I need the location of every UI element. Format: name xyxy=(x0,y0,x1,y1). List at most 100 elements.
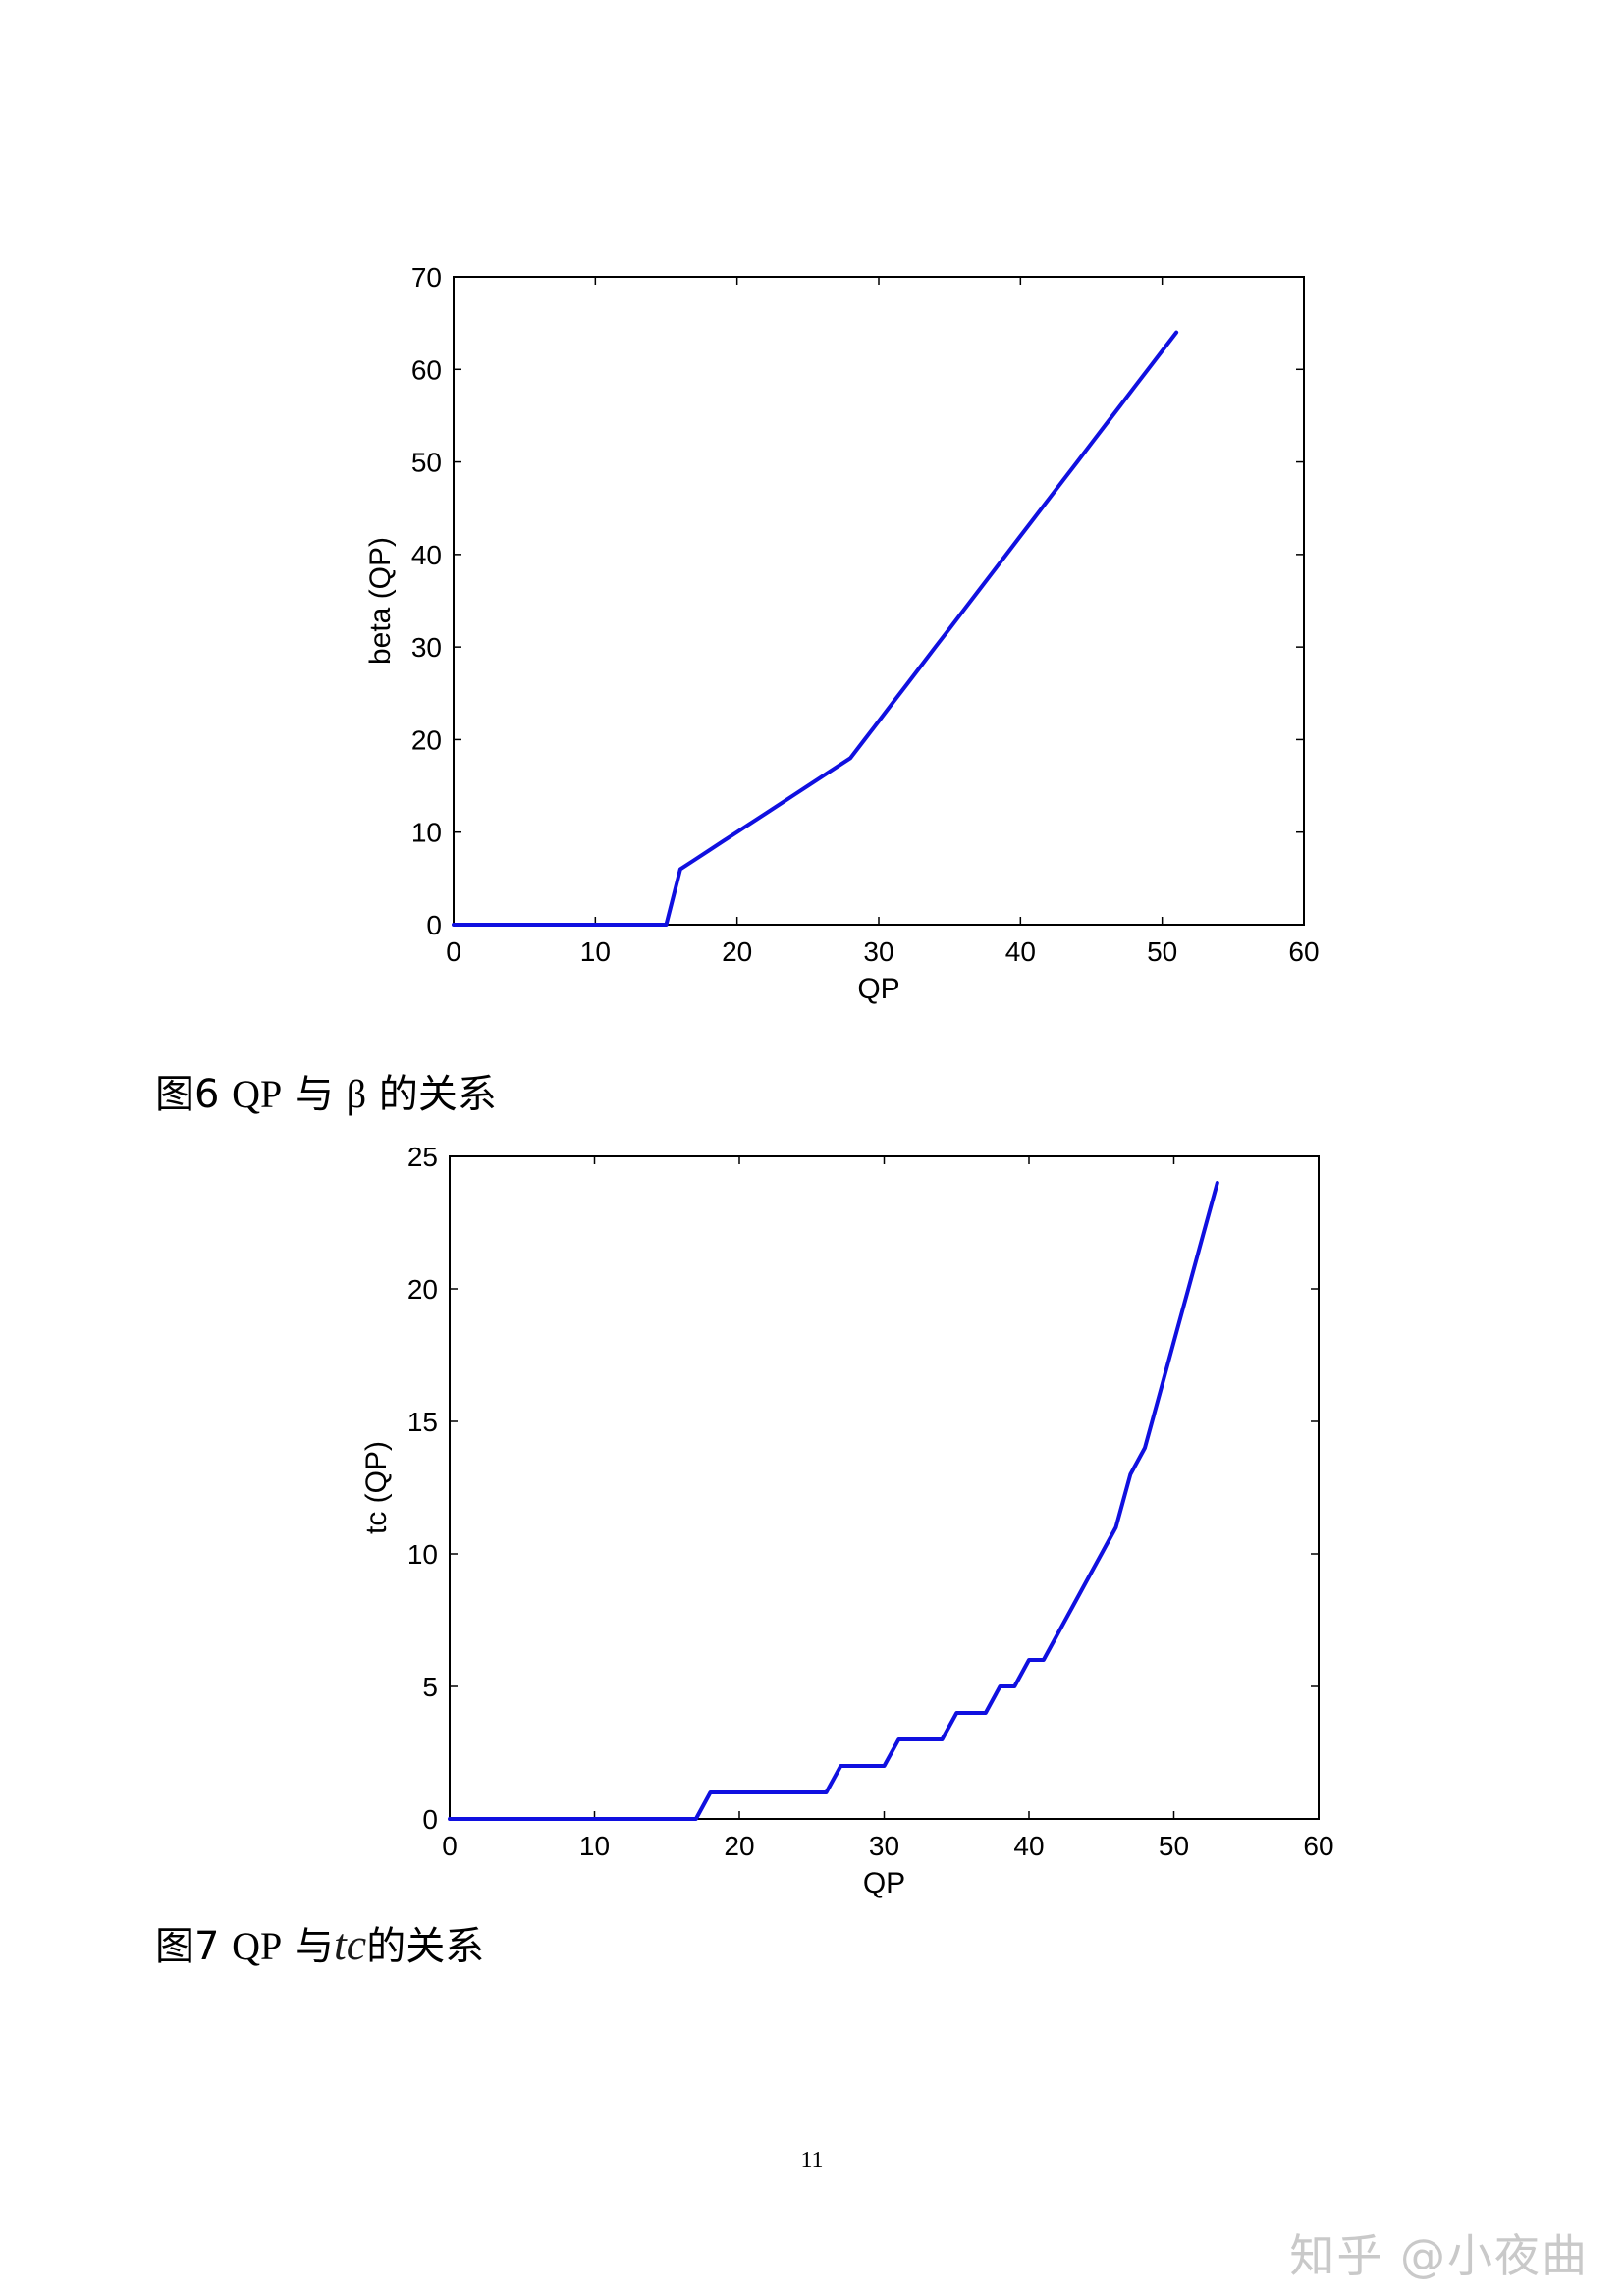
y-tick-label: 70 xyxy=(411,262,442,293)
data-point xyxy=(877,720,881,723)
data-point xyxy=(882,1764,887,1768)
data-point xyxy=(1186,1287,1190,1291)
data-point xyxy=(1158,1393,1162,1397)
caption-beta-symbol: β xyxy=(346,1072,367,1116)
x-tick-label: 10 xyxy=(580,936,611,967)
data-point xyxy=(664,923,669,927)
data-point xyxy=(1075,460,1079,464)
data-point xyxy=(708,1790,713,1794)
x-tick-label: 60 xyxy=(1288,936,1319,967)
y-tick-label: 25 xyxy=(407,1142,438,1172)
x-tick-label: 0 xyxy=(446,936,461,967)
data-point xyxy=(1100,1552,1104,1556)
data-point xyxy=(905,682,909,686)
data-point xyxy=(721,839,725,843)
plot-frame xyxy=(449,1155,1320,1820)
data-point xyxy=(1061,478,1065,482)
data-point xyxy=(1018,534,1022,538)
data-point xyxy=(1128,1472,1132,1476)
caption-mid: 与 xyxy=(282,1072,347,1117)
data-point xyxy=(839,1764,842,1768)
x-tick-label: 20 xyxy=(724,1831,754,1861)
caption-suffix: 的关系 xyxy=(366,1924,485,1969)
series-line xyxy=(452,330,1179,927)
data-point xyxy=(749,821,753,825)
data-point xyxy=(820,774,824,778)
data-point xyxy=(947,626,951,630)
data-point xyxy=(934,645,938,649)
data-point xyxy=(735,830,739,834)
y-tick-label: 20 xyxy=(411,724,442,755)
data-point xyxy=(848,756,852,760)
caption-suffix: 的关系 xyxy=(366,1072,497,1117)
data-point xyxy=(1143,1446,1147,1450)
data-point xyxy=(1089,442,1094,446)
data-point xyxy=(1085,1578,1089,1582)
data-point xyxy=(990,571,995,575)
x-tick-label: 50 xyxy=(1147,936,1177,967)
caption-prefix: 图6 xyxy=(155,1072,233,1117)
figure-6-caption: 图6 QP 与 β 的关系 xyxy=(155,1072,497,1117)
x-tick-label: 30 xyxy=(863,936,893,967)
y-tick-label: 10 xyxy=(407,1539,438,1570)
data-point xyxy=(1174,331,1178,335)
data-point xyxy=(1216,1181,1219,1185)
data-point xyxy=(954,1711,958,1715)
page-number: 11 xyxy=(800,2148,824,2173)
data-point xyxy=(1012,1684,1016,1688)
data-point xyxy=(1056,1631,1060,1635)
caption-qp: QP xyxy=(232,1924,283,1968)
x-tick-label: 40 xyxy=(1005,936,1036,967)
data-point xyxy=(1047,497,1051,501)
y-tick-label: 0 xyxy=(426,910,442,940)
data-point xyxy=(1146,367,1150,371)
x-axis-label: QP xyxy=(857,973,899,1005)
caption-qp: QP xyxy=(232,1072,283,1116)
x-tick-label: 40 xyxy=(1013,1831,1044,1861)
data-point xyxy=(896,1737,900,1741)
data-point xyxy=(1042,1658,1046,1662)
y-tick-label: 20 xyxy=(407,1274,438,1305)
data-point xyxy=(1027,1658,1031,1662)
data-point xyxy=(969,1711,973,1715)
data-point xyxy=(1113,1525,1118,1529)
data-point xyxy=(692,858,697,862)
beta-qp-chart: 0 10 20 30 40 50 60 0 10 20 30 40 50 60 70 QP beta (QP) xyxy=(364,262,1320,1005)
y-axis-label: beta (QP) xyxy=(364,537,397,665)
data-point xyxy=(824,1790,829,1794)
data-point xyxy=(926,1737,930,1741)
data-point xyxy=(976,590,980,594)
y-tick-label: 5 xyxy=(422,1672,438,1702)
data-point xyxy=(1117,404,1121,408)
x-tick-label: 30 xyxy=(869,1831,899,1861)
y-tick-label: 60 xyxy=(411,354,442,385)
data-point xyxy=(1033,515,1037,519)
data-point xyxy=(452,923,456,927)
data-point xyxy=(1171,1340,1176,1344)
data-point xyxy=(1004,553,1008,557)
data-point xyxy=(763,812,768,816)
data-point xyxy=(806,784,810,788)
y-tick-label: 10 xyxy=(411,818,442,848)
data-point xyxy=(1132,386,1136,390)
watermark: 知乎 @小夜曲 xyxy=(1289,2229,1589,2282)
data-point xyxy=(1161,348,1164,352)
y-tick-label: 40 xyxy=(411,540,442,570)
tc-qp-chart: 0 10 20 30 40 50 60 0 5 10 15 20 25 QP tc (QP) xyxy=(360,1142,1334,1899)
data-point xyxy=(919,664,923,667)
figure-7-caption: 图7 QP 与tc的关系 xyxy=(155,1922,484,1967)
data-point xyxy=(707,849,711,853)
y-tick-label: 30 xyxy=(411,632,442,663)
data-point xyxy=(778,802,782,807)
caption-prefix: 图7 xyxy=(155,1924,233,1969)
data-point xyxy=(962,608,966,613)
x-tick-label: 10 xyxy=(579,1831,610,1861)
y-axis-label: tc (QP) xyxy=(360,1441,393,1534)
data-point xyxy=(694,1817,698,1821)
data-point xyxy=(940,1737,945,1741)
caption-mid: 与 xyxy=(282,1924,335,1969)
data-point xyxy=(1201,1234,1205,1238)
data-point xyxy=(791,793,796,797)
caption-tc-symbol: tc xyxy=(334,1919,367,1969)
y-tick-label: 15 xyxy=(407,1407,438,1437)
